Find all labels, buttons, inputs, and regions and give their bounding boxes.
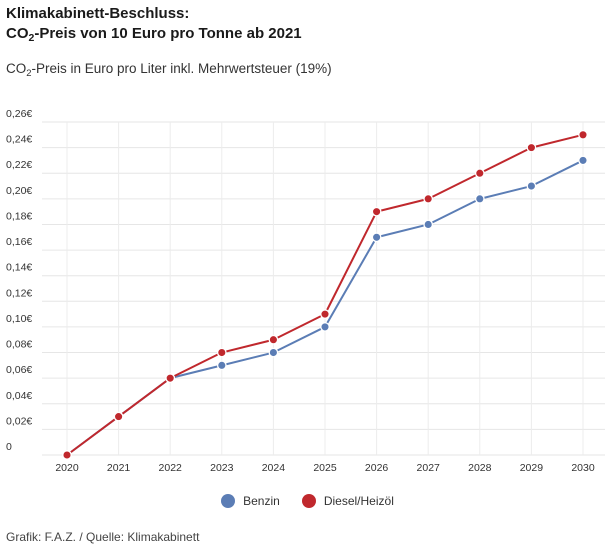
legend-marker-benzin: [221, 494, 236, 508]
legend-marker-diesel: [301, 494, 316, 508]
legend-item-diesel[interactable]: Diesel/Heizöl: [301, 494, 394, 508]
data-point-diesel: [526, 142, 537, 153]
chart-legend: Benzin Diesel/Heizöl: [0, 494, 615, 508]
data-point-diesel: [62, 450, 72, 460]
source-note: Grafik: F.A.Z. / Quelle: Klimakabinett: [6, 530, 200, 544]
data-point-benzin: [423, 219, 434, 230]
data-point-diesel: [578, 129, 588, 140]
y-tick-label: 0,10€: [6, 313, 32, 325]
y-tick-label: 0,24€: [6, 134, 32, 146]
legend-label-diesel: Diesel/Heizöl: [323, 494, 394, 508]
data-point-benzin: [216, 360, 227, 371]
y-tick-label: 0,26€: [6, 108, 32, 120]
y-tick-label: 0,20€: [6, 185, 32, 197]
y-tick-label: 0,02€: [6, 415, 32, 427]
y-tick-label: 0,16€: [6, 236, 32, 248]
line-chart: 0 0,02€ 0,04€ 0,06€ 0,08€ 0,10€ 0,12€ 0,14€ 0,16…: [6, 108, 605, 474]
legend-item-benzin[interactable]: Benzin: [221, 494, 280, 508]
x-tick-label: 2028: [468, 462, 492, 474]
y-tick-label: 0,18€: [6, 210, 32, 222]
y-tick-label: 0,12€: [6, 287, 32, 299]
x-tick-label: 2023: [210, 462, 234, 474]
data-point-diesel: [320, 309, 330, 319]
data-point-benzin: [578, 155, 588, 166]
chart-subtitle: CO2-Preis in Euro pro Liter inkl. Mehrwe…: [6, 61, 332, 79]
y-tick-label: 0,06€: [6, 364, 32, 376]
data-point-benzin: [268, 347, 279, 358]
x-tick-label: 2027: [417, 462, 441, 474]
y-tick-label: 0,08€: [6, 339, 32, 351]
x-tick-label: 2022: [159, 462, 183, 474]
data-point-diesel: [423, 193, 434, 204]
data-point-benzin: [371, 232, 382, 243]
x-tick-label: 2020: [55, 462, 79, 474]
chart-title-line1: Klimakabinett-Beschluss:: [6, 5, 190, 22]
data-point-benzin: [474, 193, 485, 204]
y-tick-label: 0,14€: [6, 262, 32, 274]
data-point-diesel: [165, 373, 176, 384]
x-tick-label: 2029: [520, 462, 544, 474]
chart-title: Klimakabinett-Beschluss: CO2-Preis von 1…: [6, 4, 302, 44]
data-point-benzin: [320, 322, 330, 332]
y-tick-label: 0: [6, 441, 12, 453]
y-tick-label: 0,04€: [6, 390, 32, 402]
x-tick-label: 2030: [571, 462, 595, 474]
data-point-diesel: [268, 334, 279, 345]
data-point-diesel: [113, 411, 124, 422]
x-tick-label: 2025: [313, 462, 337, 474]
data-point-benzin: [526, 181, 537, 191]
data-point-diesel: [216, 347, 227, 358]
y-tick-label: 0,22€: [6, 159, 32, 171]
x-tick-label: 2024: [262, 462, 286, 474]
legend-label-benzin: Benzin: [243, 494, 280, 508]
data-point-diesel: [371, 206, 382, 217]
chart-title-line2: CO2-Preis von 10 Euro pro Tonne ab 2021: [6, 25, 302, 44]
x-tick-label: 2021: [107, 462, 131, 474]
x-tick-label: 2026: [365, 462, 389, 474]
data-point-diesel: [474, 168, 485, 179]
